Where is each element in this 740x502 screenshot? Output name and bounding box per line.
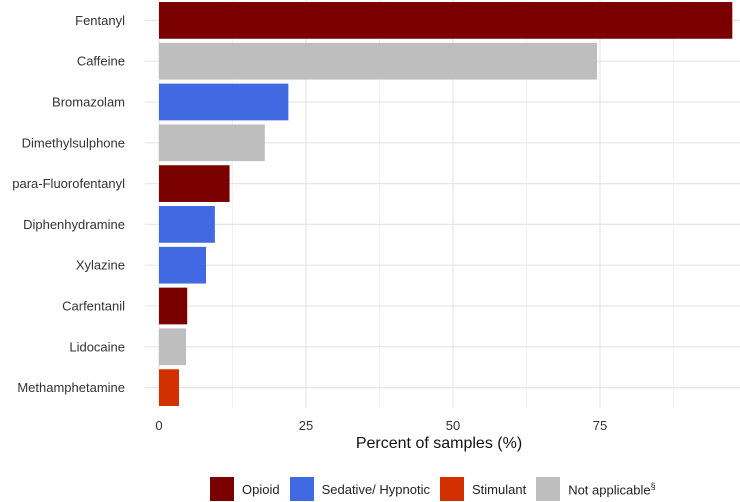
bar	[159, 206, 215, 243]
bar	[159, 246, 207, 284]
x-tick-label: 25	[299, 418, 313, 433]
x-tick-label: 50	[446, 418, 460, 433]
legend-item-not-applicable: Not applicable§	[536, 477, 656, 501]
y-tick-label: Lidocaine	[69, 339, 125, 354]
legend-item-opioid: Opioid	[210, 477, 280, 501]
legend-label-sedative-hypnotic: Sedative/ Hypnotic	[321, 481, 430, 497]
y-tick-label: Bromazolam	[52, 95, 125, 110]
legend-swatch-stimulant	[439, 477, 464, 501]
x-axis-title: Percent of samples (%)	[356, 435, 522, 452]
y-tick-label: Diphenhydramine	[23, 217, 125, 232]
bar	[159, 2, 733, 39]
bar	[159, 83, 289, 121]
legend-label-stimulant: Stimulant	[471, 481, 527, 497]
y-tick-label: Methamphetamine	[17, 380, 125, 395]
y-tick-label: Fentanyl	[75, 13, 125, 28]
y-tick-label: Carfentanil	[62, 299, 125, 314]
legend-swatch-opioid	[210, 477, 234, 501]
y-tick-label: Dimethylsulphone	[22, 135, 125, 150]
legend-item-sedative-hypnotic: Sedative/ Hypnotic	[289, 477, 430, 501]
bar	[159, 124, 265, 162]
bar	[159, 165, 230, 202]
bar	[159, 287, 188, 325]
bar	[159, 42, 598, 80]
legend-label-opioid: Opioid	[242, 481, 280, 497]
legend-item-stimulant: Stimulant	[439, 477, 527, 501]
x-tick-label: 0	[155, 418, 162, 433]
x-tick-label: 75	[593, 418, 607, 433]
bar	[159, 369, 179, 406]
bar	[159, 328, 187, 366]
bar-chart: Fentanyl Caffeine Bromazolam Dimethylsulpho…	[12, 0, 740, 452]
y-tick-label: Xylazine	[76, 258, 125, 273]
legend-swatch-not-applicable	[536, 477, 561, 501]
y-tick-label: Caffeine	[77, 54, 125, 69]
y-tick-label: para-Fluorofentanyl	[12, 176, 125, 191]
legend-label-not-applicable-sup: §	[650, 480, 656, 491]
legend-label-not-applicable-text: Not applicable	[568, 482, 651, 498]
legend-swatch-sedative-hypnotic	[289, 477, 314, 501]
legend: Opioid Sedative/ Hypnotic Stimulant Not …	[210, 476, 666, 502]
legend-label-not-applicable: Not applicable§	[568, 481, 655, 497]
